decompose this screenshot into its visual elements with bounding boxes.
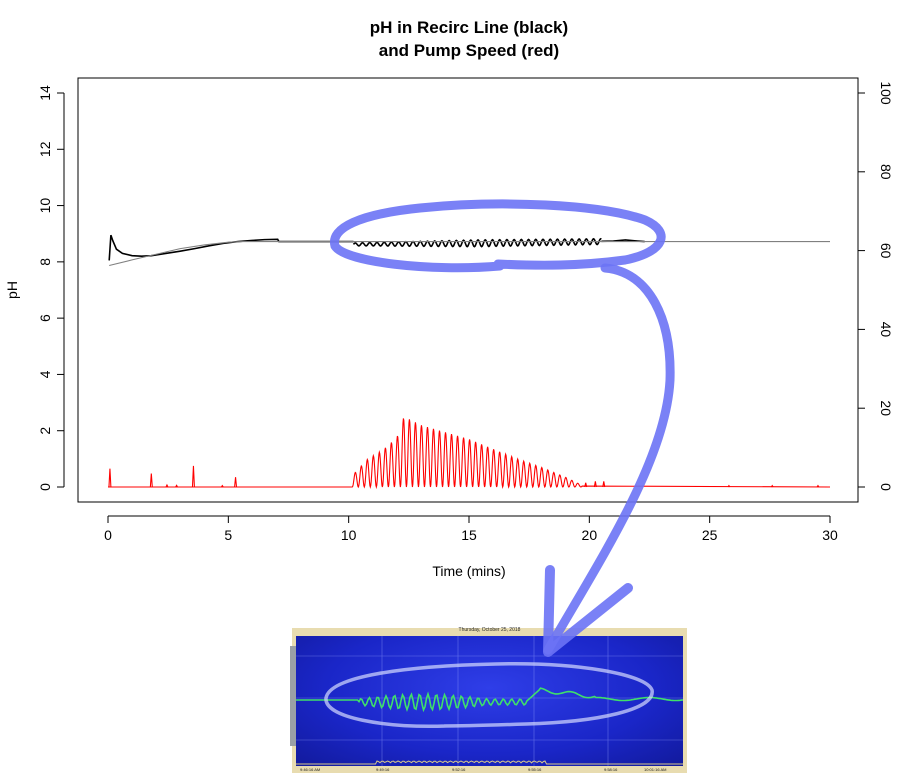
inset-frame-bar <box>290 646 296 746</box>
y-axis-left: 0 2 4 6 8 10 12 14 <box>37 85 65 491</box>
x-tick-label: 20 <box>582 527 598 543</box>
pump-speed-spike <box>175 484 179 488</box>
inset-ph-trace <box>296 687 683 713</box>
x-tick-label: 15 <box>461 527 477 543</box>
inset-pump-trace <box>296 760 683 765</box>
x-tick-label: 0 <box>104 527 112 543</box>
inset-photo: Thursday, October 25, 2018 9:46:16 AM 9:… <box>290 627 687 773</box>
annotation-ellipse <box>330 199 666 273</box>
pump-speed-spike <box>727 484 731 488</box>
y-axis-right: 0 20 40 60 80 100 <box>857 81 894 491</box>
x-axis: 0 5 10 15 20 25 30 <box>104 515 838 543</box>
inset-time-label: 9:52:16 <box>452 767 466 772</box>
x-tick-label: 25 <box>702 527 718 543</box>
y-tick-label: 0 <box>37 483 53 491</box>
pump-speed-spike <box>149 473 153 488</box>
inset-time-label: 10:01:16 AM <box>644 767 667 772</box>
y-tick-label: 2 <box>37 427 53 435</box>
x-tick-label: 10 <box>341 527 357 543</box>
pump-speed-spike <box>108 468 112 488</box>
inset-time-label: 9:58:16 <box>604 767 618 772</box>
y-tick-label: 10 <box>37 198 53 214</box>
y2-tick-label: 0 <box>878 483 894 491</box>
inset-header: Thursday, October 25, 2018 <box>458 627 521 633</box>
x-tick-label: 30 <box>822 527 838 543</box>
inset-time-label: 9:46:16 AM <box>300 767 321 772</box>
inset-time-label: 9:49:16 <box>376 767 390 772</box>
series-line <box>109 241 830 267</box>
y-axis-label: pH <box>4 281 20 299</box>
x-axis-label: Time (mins) <box>432 563 505 579</box>
annotation-ellipse-stroke <box>330 199 666 273</box>
pump-speed-spike <box>234 477 238 488</box>
chart-title: pH in Recirc Line (black) and Pump Speed… <box>370 18 568 60</box>
plot-frame <box>77 77 859 503</box>
pump-speed-spike <box>220 484 224 488</box>
chart-title-line-1: pH in Recirc Line (black) <box>370 18 568 37</box>
inset-time-label: 9:55:16 <box>528 767 542 772</box>
series-line <box>352 237 602 248</box>
y-tick-label: 4 <box>37 370 53 378</box>
chart-title-line-2: and Pump Speed (red) <box>379 41 559 60</box>
inset-graph <box>296 636 683 766</box>
inset-annotation-ellipse <box>324 662 654 729</box>
inset-monitor-screen <box>296 636 683 766</box>
y-tick-label: 12 <box>37 141 53 157</box>
pump-speed-spike <box>770 484 774 488</box>
series-layer <box>108 234 831 490</box>
y2-tick-label: 60 <box>878 243 894 259</box>
y-tick-label: 8 <box>37 258 53 266</box>
inset-gridlines <box>296 636 683 766</box>
y2-tick-label: 100 <box>878 81 894 105</box>
pump-speed-spike <box>191 465 195 488</box>
pump-speed-line <box>108 418 831 490</box>
y-tick-label: 14 <box>37 85 53 101</box>
pump-speed-spike <box>816 484 820 488</box>
y2-tick-label: 80 <box>878 164 894 180</box>
y2-tick-label: 20 <box>878 400 894 416</box>
y2-tick-label: 40 <box>878 322 894 338</box>
pump-speed-spike <box>165 483 169 488</box>
x-tick-label: 5 <box>224 527 232 543</box>
y-tick-label: 6 <box>37 314 53 322</box>
